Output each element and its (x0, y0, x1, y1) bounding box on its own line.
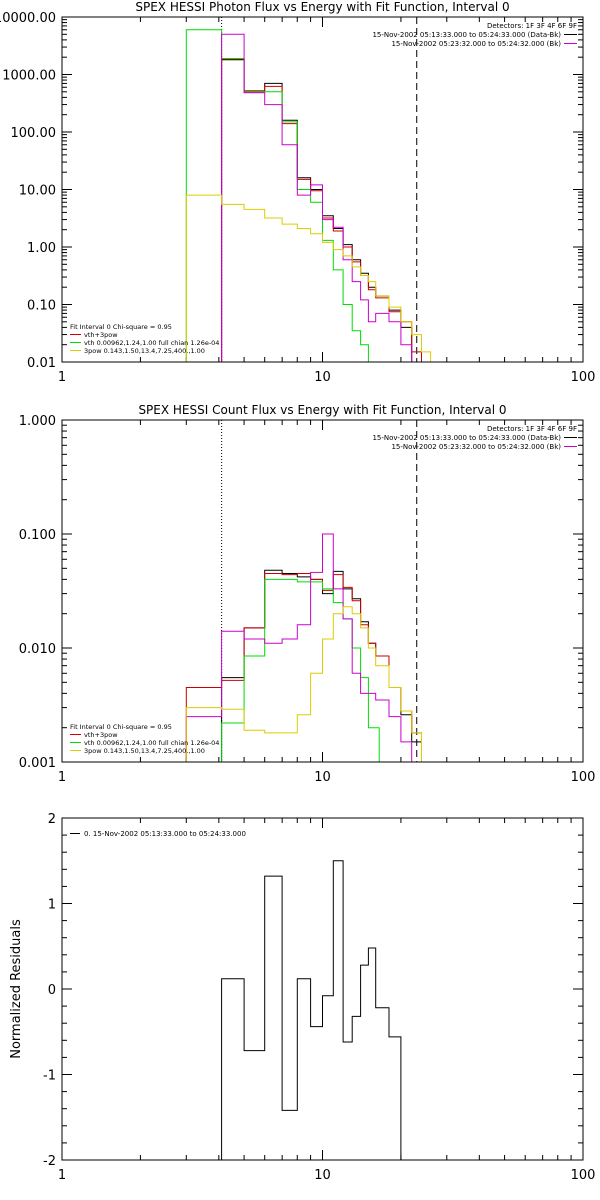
residuals-legend: 0. 15-Nov-2002 05:13:33.000 to 05:24:33.… (70, 830, 246, 838)
y-tick-label: 0.10 (27, 299, 56, 314)
chart-title: SPEX HESSI Count Flux vs Energy with Fit… (138, 403, 506, 417)
y-tick-label: 0 (48, 983, 56, 998)
top-legend-entry: 15-Nov-2002 05:13:33.000 to 05:24:33.000… (372, 31, 561, 39)
plot-frame (61, 419, 584, 763)
x-tick-label: 1 (58, 370, 66, 385)
y-tick-label: 0.01 (27, 356, 56, 371)
y-tick-label: 1000.00 (2, 69, 56, 84)
series-yellow (185, 194, 432, 362)
x-tick-label: 100 (571, 770, 596, 785)
x-tick-label: 10 (314, 770, 331, 785)
y-tick-label: 1 (48, 898, 56, 913)
x-tick-label: 100 (571, 1168, 596, 1183)
fit-legend-entry: Fit Interval 0 Chi-square = 0.95 (70, 723, 172, 731)
top-legend-entry: Detectors: 1F 3F 4F 6F 9F (487, 425, 577, 433)
series-magenta (221, 33, 422, 362)
top-legend-entry: 15-Nov-2002 05:23:32.000 to 05:24:32.000… (391, 40, 561, 48)
x-axis: 1 10 100 (58, 818, 596, 1183)
data-series-group (221, 860, 402, 1160)
residuals-legend-entry: 0. 15-Nov-2002 05:13:33.000 to 05:24:33.… (84, 830, 246, 838)
y-tick-label: 100.00 (11, 126, 57, 141)
y-tick-label: 1.00 (27, 241, 56, 256)
photon-flux-panel: SPEX HESSI Photon Flux vs Energy with Fi… (0, 0, 595, 385)
y-tick-label: -2 (43, 1154, 56, 1169)
plot-frame (61, 817, 584, 1161)
x-tick-label: 1 (58, 770, 66, 785)
top-legend-entry: 15-Nov-2002 05:13:33.000 to 05:24:33.000… (372, 434, 561, 442)
fit-legend-entry: vth+3pow (84, 331, 118, 339)
y-axis: -2 -1 0 1 2 (43, 812, 583, 1169)
top-legend-entry: 15-Nov-2002 05:23:32.000 to 05:24:32.000… (391, 443, 561, 451)
series-green (221, 578, 380, 762)
y-tick-label: 0.010 (19, 642, 56, 657)
x-axis: 1 10 100 (58, 17, 596, 385)
x-tick-label: 10 (314, 1168, 331, 1183)
top-legend-entry: Detectors: 1F 3F 4F 6F 9F (487, 22, 577, 30)
series-magenta (185, 533, 413, 762)
y-tick-label: 2 (48, 812, 56, 827)
fit-legend: Fit Interval 0 Chi-square = 0.95vth+3pow… (70, 323, 219, 355)
y-tick-label: 1.000 (19, 414, 56, 429)
series-yellow (185, 606, 432, 762)
fit-legend-entry: Fit Interval 0 Chi-square = 0.95 (70, 323, 172, 331)
fit-legend-entry: 3pow 0.143,1.50,13.4,7.25,400.,1.00 (84, 347, 205, 355)
x-tick-label: 10 (314, 370, 331, 385)
chart-title: SPEX HESSI Photon Flux vs Energy with Fi… (135, 0, 509, 14)
count-flux-panel: SPEX HESSI Count Flux vs Energy with Fit… (19, 403, 596, 785)
fit-legend-entry: 3pow 0.143,1.50,13.4,7.25,400.,1.00 (84, 747, 205, 755)
x-tick-label: 1 (58, 1168, 66, 1183)
series-black (221, 59, 422, 362)
fit-legend-entry: vth+3pow (84, 731, 118, 739)
y-tick-label: 0.100 (19, 528, 56, 543)
series-red (185, 573, 432, 762)
x-tick-label: 100 (571, 370, 596, 385)
y-tick-label: 0.001 (19, 756, 56, 771)
y-axis: 0.001 0.010 0.100 1.000 (19, 414, 583, 771)
series-black (221, 569, 422, 762)
plot-frame (61, 16, 584, 363)
y-axis: 0.01 0.10 1.00 10.00 100.00 1000.00 10000.00 (0, 11, 583, 371)
fit-legend-entry: vth 0.00962,1.24,1.00 full chian 1.26e-0… (84, 339, 219, 347)
fit-legend-entry: vth 0.00962,1.24,1.00 full chian 1.26e-0… (84, 739, 219, 747)
data-series-group (185, 533, 432, 762)
series-green (185, 29, 380, 362)
residuals-panel: Normalized Residuals 1 10 100 -2 -1 0 1 2 0. 15-N… (9, 812, 595, 1183)
data-series-group (185, 29, 432, 362)
y-tick-label: -1 (43, 1069, 56, 1084)
y-tick-label: 10000.00 (0, 11, 56, 26)
fit-legend: Fit Interval 0 Chi-square = 0.95vth+3pow… (70, 723, 219, 755)
series-black (221, 860, 402, 1160)
x-axis: 1 10 100 (58, 420, 596, 785)
series-red (221, 58, 422, 362)
y-axis-label: Normalized Residuals (9, 919, 24, 1059)
y-tick-label: 10.00 (19, 184, 56, 199)
